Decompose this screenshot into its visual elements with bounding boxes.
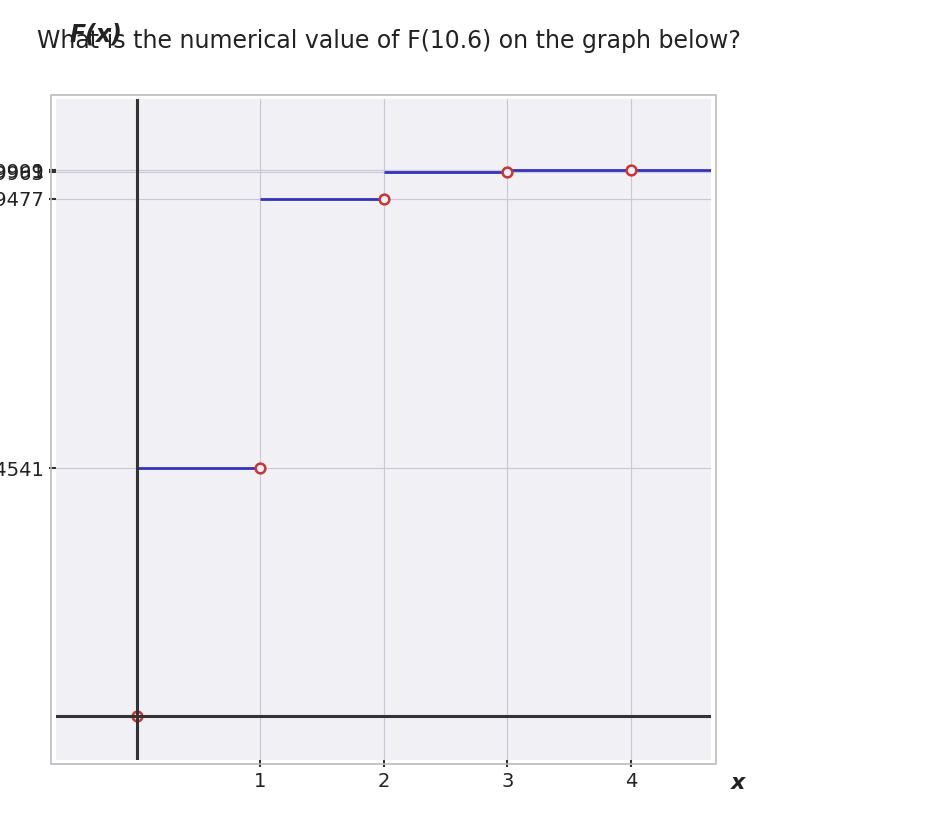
- Text: x: x: [731, 773, 745, 793]
- Text: !: !: [447, 781, 461, 809]
- Text: What is the numerical value of F(10.6) on the graph below?: What is the numerical value of F(10.6) o…: [37, 29, 741, 53]
- Text: F(x): F(x): [69, 22, 122, 46]
- Text: i: i: [56, 783, 66, 807]
